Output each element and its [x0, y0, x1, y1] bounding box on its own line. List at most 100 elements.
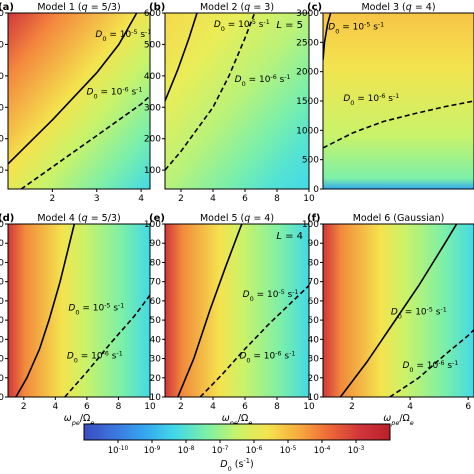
contour-dashed	[323, 100, 474, 149]
y-tick-label: 300	[0, 9, 4, 19]
y-tick-label: 600	[144, 9, 161, 19]
panel-3: D0 = 10-5 s-1 D0 = 10-6 s-1 0 500 1000 1500 20…	[296, 2, 474, 195]
y-tick-label: 80	[308, 258, 320, 268]
x-tick-label: 6	[465, 402, 471, 412]
x-tick-label: 4	[138, 194, 144, 204]
x-tick-label: 2	[50, 194, 56, 204]
panel-label: (f)	[307, 213, 321, 224]
panel-title: Model 4 (q = 5/3)	[37, 213, 120, 224]
panel-1: D0 = 10-5 s-1 D0 = 10-6 s-1 50 100 150 200 250…	[0, 2, 151, 204]
x-axis-label: ωpe/Ωe	[64, 413, 95, 427]
x-tick-label: 2	[21, 402, 27, 412]
contour-solid	[323, 13, 332, 60]
contour-solid	[165, 13, 198, 102]
contour-label: D0 = 10-5 s-1	[214, 19, 270, 34]
x-tick-label: 10	[144, 402, 156, 412]
contour-dashed	[165, 13, 256, 171]
y-tick-label: 60	[308, 297, 320, 307]
y-tick-label: 40	[150, 335, 162, 345]
y-tick-label: 40	[0, 335, 4, 345]
x-tick-label: 2	[178, 194, 184, 204]
axes-frame	[322, 223, 474, 398]
y-tick-label: 50	[0, 166, 4, 176]
y-tick-label: 60	[150, 297, 162, 307]
x-tick-label: 8	[274, 402, 280, 412]
y-tick-label: 20	[0, 374, 4, 384]
x-axis-label: ωpe/Ωe	[383, 413, 414, 427]
contour-label: D0 = 10-5 s-1	[95, 28, 151, 43]
panel-title: Model 6 (Gaussian)	[353, 213, 445, 224]
y-tick-label: 80	[150, 258, 162, 268]
y-tick-label: 1500	[296, 97, 319, 107]
y-tick-label: 70	[0, 278, 4, 288]
y-tick-label: 20	[150, 374, 162, 384]
contour-dashed	[19, 95, 150, 189]
axes-frame	[7, 12, 151, 190]
contour-label: D0 = 10-6 s-1	[343, 93, 399, 108]
y-tick-label: 100	[144, 166, 161, 176]
colorbar: 10-10 10-9 10-8 10-7 10-6 10-5 10-4 10-3 D0 (s-1…	[83, 423, 391, 473]
y-tick-label: 1000	[296, 126, 319, 136]
panel-label: (a)	[0, 2, 14, 13]
x-tick-label: 4	[210, 402, 216, 412]
y-tick-label: 2000	[296, 68, 319, 78]
l-shell-label: L = 5	[276, 20, 303, 31]
y-tick-label: 100	[0, 220, 4, 230]
x-tick-label: 10	[303, 402, 315, 412]
y-tick-label: 100	[144, 220, 161, 230]
panel-label: (e)	[149, 213, 165, 224]
y-tick-label: 3000	[296, 9, 319, 19]
colorbar-tick-label: 10-6	[246, 445, 263, 457]
colorbar-tick-label: 10-10	[108, 445, 129, 457]
panel-title: Model 3 (q = 4)	[361, 2, 435, 13]
colorbar-tick-label: 10-3	[348, 445, 365, 457]
y-tick-label: 60	[0, 297, 4, 307]
x-tick-label: 2	[178, 402, 184, 412]
y-tick-label: 100	[302, 220, 319, 230]
colorbar-tick-label: 10-9	[144, 445, 161, 457]
y-tick-label: 200	[144, 135, 161, 145]
y-tick-label: 90	[150, 239, 162, 249]
y-tick-label: 100	[0, 135, 4, 145]
l-shell-label: L = 4	[276, 231, 303, 242]
y-tick-label: 30	[150, 355, 162, 365]
colorbar-label: D0 (s-1)	[220, 457, 254, 473]
y-tick-label: 90	[308, 239, 320, 249]
panel-2: D0 = 10-5 s-1 D0 = 10-6 s-1 L = 5 100 200 300…	[144, 2, 315, 204]
x-tick-label: 3	[94, 194, 100, 204]
y-tick-label: 0	[313, 185, 319, 195]
y-tick-label: 30	[0, 355, 4, 365]
colorbar-tick-label: 10-7	[212, 445, 229, 457]
x-tick-label: 10	[303, 194, 315, 204]
y-tick-label: 200	[0, 72, 4, 82]
y-tick-label: 80	[0, 258, 4, 268]
y-tick-label: 500	[144, 40, 161, 50]
axes-frame	[7, 223, 151, 398]
x-tick-label: 2	[349, 402, 355, 412]
x-axis-label: ωpe/Ωe	[222, 413, 253, 427]
contour-dashed	[199, 284, 309, 397]
y-tick-label: 300	[144, 103, 161, 113]
y-tick-label: 40	[308, 335, 320, 345]
heatmap-field	[8, 13, 150, 189]
contour-solid	[15, 224, 76, 397]
colorbar-tick-label: 10-5	[280, 445, 297, 457]
panel-title: Model 5 (q = 4)	[200, 213, 274, 224]
contour-solid	[8, 13, 138, 165]
x-tick-label: 6	[242, 402, 248, 412]
contour-label: D0 = 10-6 s-1	[402, 360, 458, 375]
y-tick-label: 50	[0, 316, 4, 326]
panel-5: D0 = 10-5 s-1 D0 = 10-6 s-1 L = 4 10 20 30 40 5…	[144, 213, 315, 427]
panel-label: (c)	[307, 2, 322, 13]
heatmap-field	[165, 13, 309, 189]
y-tick-label: 10	[0, 393, 4, 403]
contour-label: D0 = 10-6 s-1	[239, 350, 295, 365]
x-tick-label: 4	[407, 402, 413, 412]
y-tick-label: 2500	[296, 38, 319, 48]
contour-label: D0 = 10-6 s-1	[87, 86, 143, 101]
colorbar-tick-label: 10-4	[314, 445, 331, 457]
contour-label: D0 = 10-5 s-1	[243, 289, 299, 304]
colorbar-tick-label: 10-8	[178, 445, 195, 457]
y-tick-label: 20	[308, 374, 320, 384]
x-tick-label: 8	[116, 402, 122, 412]
